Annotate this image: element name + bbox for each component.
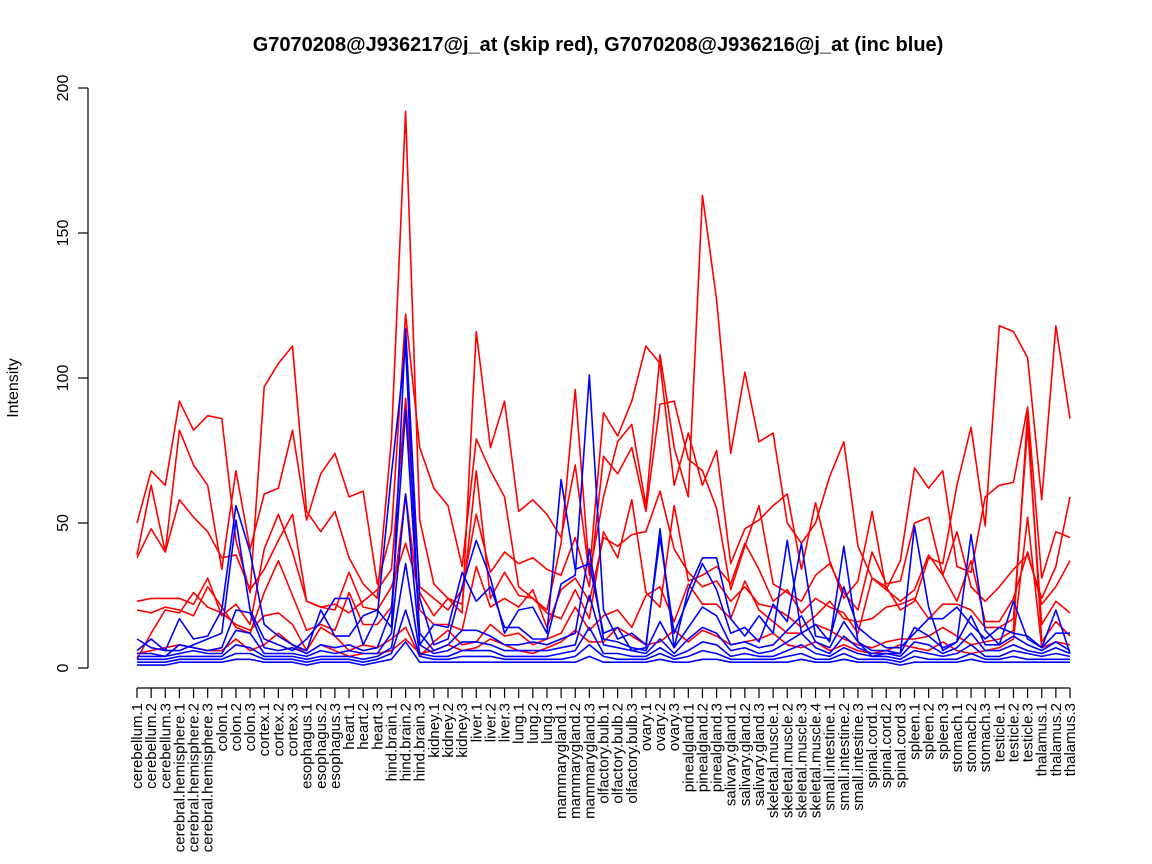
series-line-6 (136, 411, 1071, 660)
y-tick-label: 100 (55, 365, 72, 392)
x-axis: cerebellum.1cerebellum.2cerebellum.3cere… (129, 687, 1079, 852)
x-tick-label: skeletal.muscle.4 (808, 703, 825, 818)
x-tick-label: pinealgland.3 (709, 703, 726, 792)
x-tick-label: cortex.2 (270, 703, 287, 756)
x-tick-label: hind.brain.3 (412, 703, 429, 781)
x-tick-label: heart.2 (355, 703, 372, 750)
x-tick-label: liver.3 (497, 703, 514, 742)
x-tick-label: olfactory.bulb.2 (610, 703, 627, 804)
x-tick-label: liver.2 (482, 703, 499, 742)
y-axis: 0 50 100 150 200 (55, 75, 89, 672)
x-tick-label: colon.3 (242, 703, 259, 751)
x-tick-label: salivary.gland.1 (723, 703, 740, 806)
x-tick-label: esophagus.2 (313, 703, 330, 789)
x-tick-label: lung.1 (511, 703, 528, 744)
x-tick-label: olfactory.bulb.3 (624, 703, 641, 804)
x-tick-label: pinealgland.1 (680, 703, 697, 792)
x-tick-label: mammarygland.3 (581, 703, 598, 819)
x-tick-label: colon.2 (228, 703, 245, 751)
x-tick-label: spinal.cord.2 (878, 703, 895, 788)
series-line-11 (137, 493, 1071, 658)
series-layer (136, 110, 1071, 666)
series-line-12 (137, 562, 1071, 661)
x-tick-label: small.intestine.2 (836, 703, 853, 811)
x-tick-label: lung.3 (539, 703, 556, 744)
series-line-9 (136, 345, 1070, 652)
x-tick-label: testicle.1 (991, 703, 1008, 762)
x-tick-label: stomach.2 (963, 703, 980, 772)
x-tick-label: lung.2 (525, 703, 542, 744)
y-tick-label: 200 (55, 75, 72, 102)
x-tick-label: colon.1 (214, 703, 231, 751)
chart-title: G7070208@J936217@j_at (skip red), G70702… (253, 34, 944, 56)
x-tick-label: mammarygland.2 (567, 703, 584, 819)
y-tick-label: 0 (55, 663, 72, 672)
x-tick-label: pinealgland.2 (694, 703, 711, 792)
x-tick-label: cortex.1 (256, 703, 273, 756)
x-tick-label: cerebral.hemisphere.2 (186, 703, 203, 852)
x-tick-label: ovary.1 (638, 703, 655, 751)
series-line-8 (136, 327, 1071, 658)
x-tick-label: small.intestine.3 (850, 703, 867, 811)
x-tick-label: cerebellum.2 (143, 703, 160, 789)
x-tick-label: kidney.2 (440, 703, 457, 758)
y-tick-label: 150 (55, 220, 72, 247)
x-tick-label: cerebellum.3 (157, 703, 174, 789)
x-tick-label: hind.brain.1 (383, 703, 400, 781)
x-tick-label: esophagus.3 (327, 703, 344, 789)
x-tick-label: olfactory.bulb.1 (596, 703, 613, 804)
x-tick-label: stomach.1 (949, 703, 966, 772)
series-line-14 (137, 641, 1070, 666)
x-tick-label: salivary.gland.2 (737, 703, 754, 806)
series-line-4 (136, 469, 1071, 635)
x-tick-label: skeletal.muscle.3 (793, 703, 810, 818)
x-tick-label: hind.brain.2 (398, 703, 415, 781)
x-tick-label: skeletal.muscle.2 (779, 703, 796, 818)
x-tick-label: mammarygland.1 (553, 703, 570, 819)
x-tick-label: spinal.cord.3 (892, 703, 909, 788)
series-line-2 (136, 313, 1071, 611)
x-tick-label: heart.3 (369, 703, 386, 750)
series-line-10 (137, 409, 1071, 658)
series-line-3 (136, 397, 1071, 614)
x-tick-label: cerebral.hemisphere.3 (200, 703, 217, 852)
x-tick-label: spleen.3 (935, 703, 952, 760)
series-line-5 (136, 426, 1071, 635)
x-tick-label: spleen.2 (921, 703, 938, 760)
x-tick-label: esophagus.1 (299, 703, 316, 789)
series-line-13 (137, 609, 1070, 664)
x-tick-label: small.intestine.1 (822, 703, 839, 811)
y-axis-label: Intensity (5, 358, 22, 418)
x-tick-label: cortex.3 (285, 703, 302, 756)
x-tick-label: thalamus.2 (1048, 703, 1065, 776)
x-tick-label: kidney.3 (454, 703, 471, 758)
x-tick-label: kidney.1 (426, 703, 443, 758)
x-tick-label: salivary.gland.3 (751, 703, 768, 806)
x-tick-label: ovary.3 (666, 703, 683, 751)
x-tick-label: thalamus.1 (1034, 703, 1051, 776)
x-tick-label: cerebral.hemisphere.1 (171, 703, 188, 852)
x-tick-label: testicle.2 (1005, 703, 1022, 762)
y-tick-label: 50 (55, 514, 72, 532)
x-tick-label: stomach.3 (977, 703, 994, 772)
series-line-1 (136, 110, 1071, 614)
x-tick-label: cerebellum.1 (129, 703, 146, 789)
x-tick-label: thalamus.3 (1062, 703, 1079, 776)
x-tick-label: spleen.1 (907, 703, 924, 760)
x-tick-label: ovary.2 (652, 703, 669, 751)
x-tick-label: heart.1 (341, 703, 358, 750)
x-tick-label: liver.1 (468, 703, 485, 742)
x-tick-label: testicle.3 (1020, 703, 1037, 762)
x-tick-label: skeletal.muscle.1 (765, 703, 782, 818)
x-tick-label: spinal.cord.1 (864, 703, 881, 788)
